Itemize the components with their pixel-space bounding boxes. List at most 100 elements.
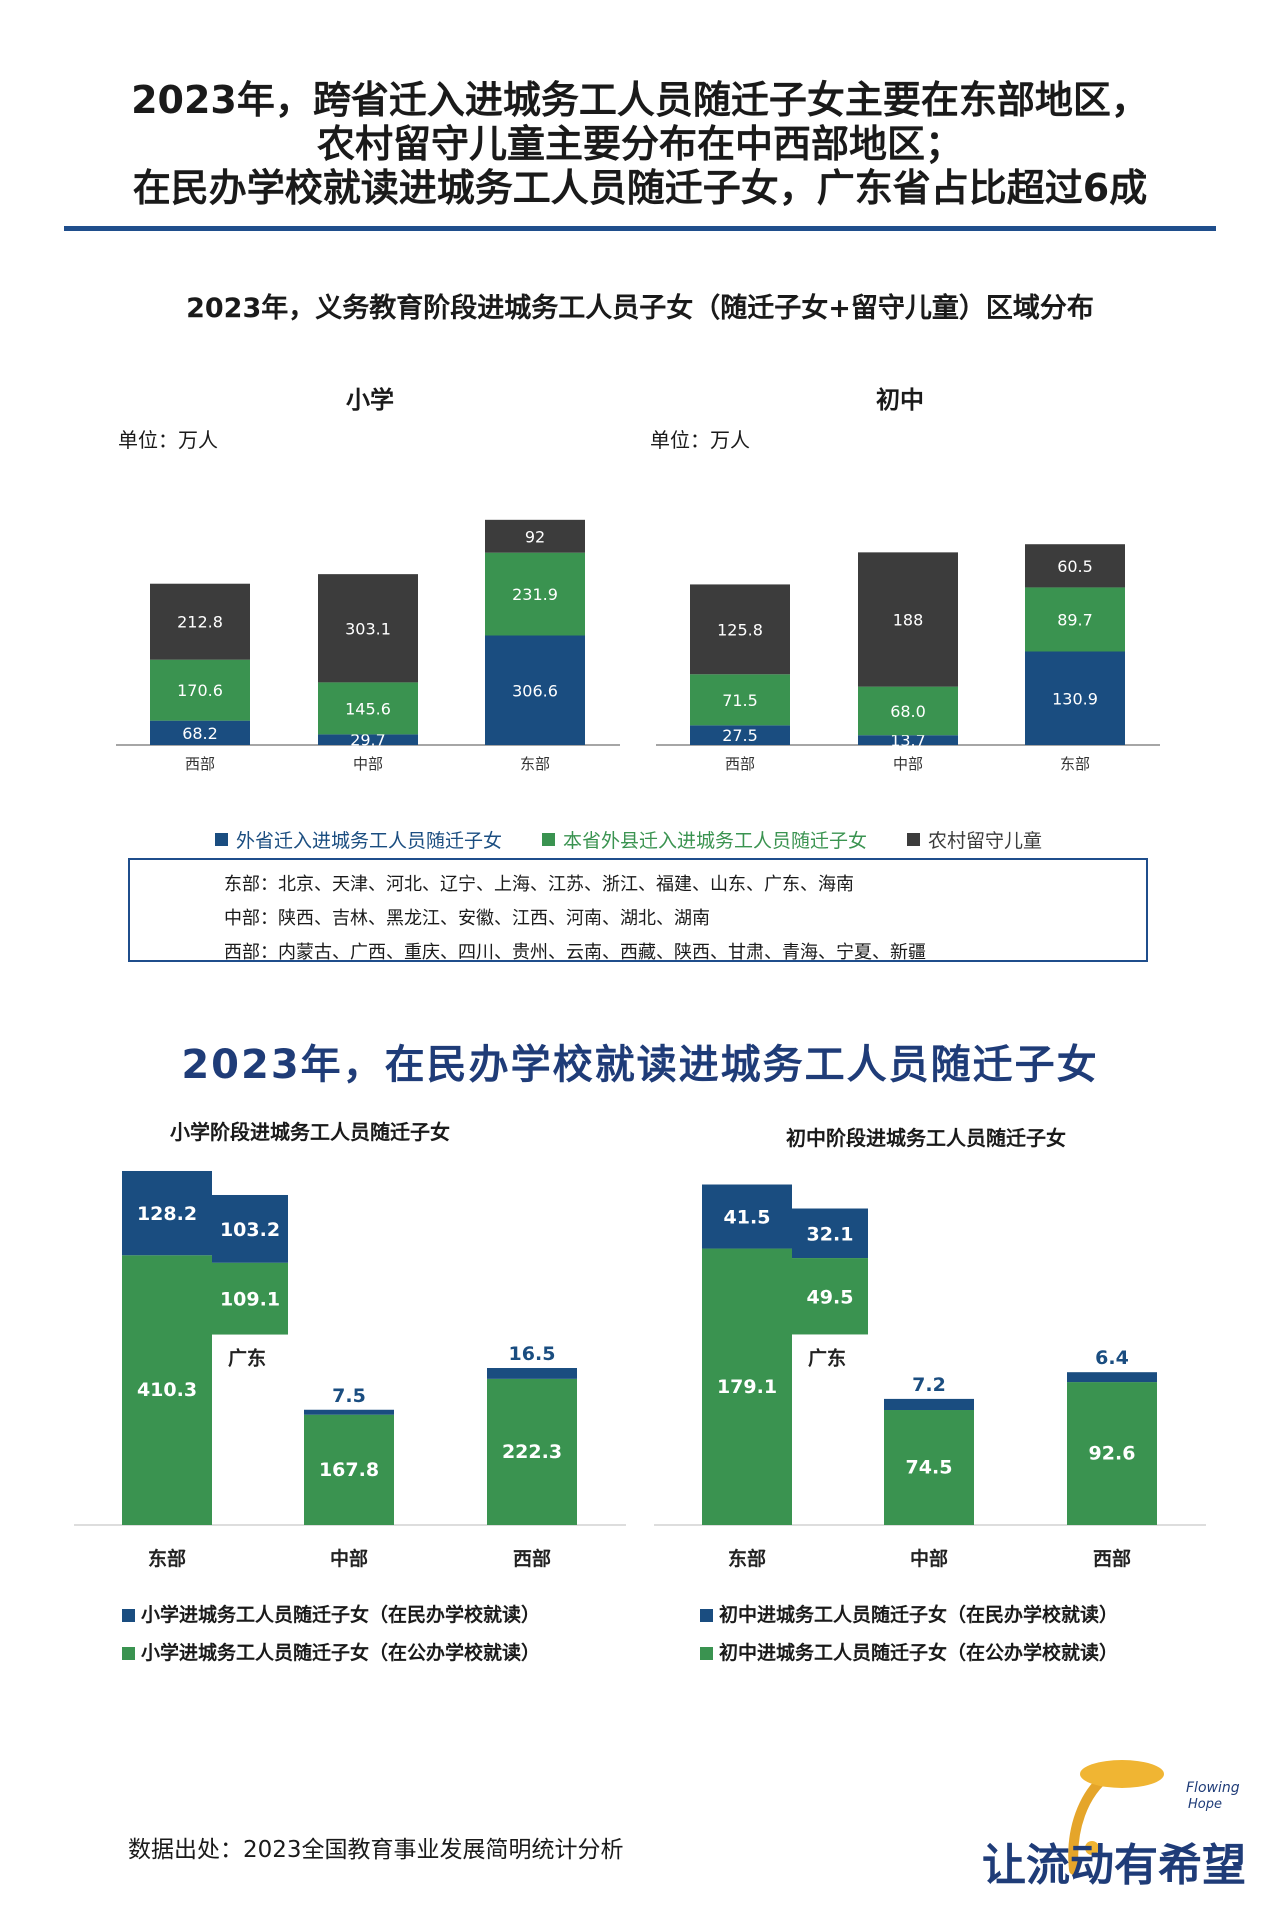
bar-value-label: 60.5	[1057, 557, 1093, 576]
bar-public	[884, 1410, 974, 1525]
chart-middle-title: 初中	[876, 386, 924, 414]
bar-private-label: 16.5	[509, 1343, 556, 1365]
bar-value-label: 188	[893, 611, 924, 630]
bar-public-label: 222.3	[502, 1441, 562, 1463]
bar-public	[122, 1255, 212, 1525]
bar-value-label: 29.7	[350, 731, 386, 750]
bar-segment	[690, 725, 790, 745]
legend-label: 农村留守儿童	[928, 830, 1043, 852]
highlight-public-bar	[212, 1262, 288, 1335]
x-tick-label: 中部	[353, 755, 383, 773]
legend-label: 初中进城务工人员随迁子女（在公办学校就读）	[719, 1642, 1119, 1664]
legend-item-private: 初中进城务工人员随迁子女（在民办学校就读）	[700, 1596, 1118, 1634]
logo-sub-2: Hope	[1188, 1797, 1222, 1812]
x-tick-label: 西部	[725, 755, 755, 773]
section2-title: 2023年，在民办学校就读进城务工人员随迁子女	[181, 1042, 1099, 1088]
bar-segment	[485, 519, 585, 553]
region-east: 东部：北京、天津、河北、辽宁、上海、江苏、浙江、福建、山东、广东、海南	[224, 874, 854, 895]
bar-value-label: 89.7	[1057, 610, 1093, 629]
bar-private-label: 6.4	[1095, 1347, 1129, 1369]
region-central: 中部：陕西、吉林、黑龙江、安徽、江西、河南、湖北、湖南	[224, 908, 710, 929]
chart-middle-unit: 单位：万人	[650, 428, 750, 452]
flowing-hope-logo: Flowing Hope 让流动有希望	[982, 1760, 1246, 1891]
bar-segment	[318, 682, 418, 735]
chart-middle-stacked: 27.5 71.5 125.8 西部 13.7 68.0 188 中部 130.9 89.7 60.…	[656, 544, 1160, 773]
legend-swatch-blue	[215, 833, 228, 846]
bar-public	[487, 1378, 577, 1525]
highlight-private-bar	[792, 1208, 868, 1259]
bar-value-label: 231.9	[512, 585, 558, 604]
x-tick-label: 西部	[513, 1547, 551, 1570]
legend-item-private: 小学进城务工人员随迁子女（在民办学校就读）	[122, 1596, 540, 1634]
legend-item-public: 初中进城务工人员随迁子女（在公办学校就读）	[700, 1634, 1118, 1672]
section1-title: 2023年，义务教育阶段进城务工人员子女（随迁子女+留守儿童）区域分布	[186, 293, 1094, 324]
bar-value-label: 68.2	[182, 724, 218, 743]
highlight-public-label: 109.1	[220, 1289, 280, 1311]
data-source: 数据出处：2023全国教育事业发展简明统计分析	[128, 1837, 624, 1863]
bar-public	[702, 1248, 792, 1525]
x-tick-label: 西部	[185, 755, 215, 773]
highlight-name: 广东	[228, 1347, 266, 1370]
bar-value-label: 306.6	[512, 681, 558, 700]
headline-line-2: 农村留守儿童主要分布在中西部地区；	[316, 122, 963, 166]
bar-private-label: 7.2	[912, 1374, 946, 1396]
bar-segment	[1025, 587, 1125, 652]
x-tick-label: 中部	[893, 755, 923, 773]
legend-swatch-dark	[907, 833, 921, 846]
x-tick-label: 中部	[330, 1547, 368, 1570]
legend-item-left-behind: 农村留守儿童	[907, 826, 1042, 853]
logo-sub: Flowing	[1186, 1780, 1240, 1796]
bar-value-label: 13.7	[890, 731, 926, 750]
bar-public-label: 74.5	[906, 1457, 953, 1479]
legend-item-cross-province: 外省迁入进城务工人员随迁子女	[215, 826, 502, 853]
region-definition-box: 东部：北京、天津、河北、辽宁、上海、江苏、浙江、福建、山东、广东、海南 中部：陕…	[128, 858, 1148, 963]
chart-primary-title: 小学	[346, 386, 394, 414]
x-tick-label: 西部	[1093, 1547, 1131, 1570]
bar-value-label: 303.1	[345, 619, 391, 638]
legend-label: 小学进城务工人员随迁子女（在民办学校就读）	[141, 1604, 541, 1626]
bar-segment	[1025, 651, 1125, 745]
bar-value-label: 92	[525, 527, 545, 546]
bar-public-label: 167.8	[319, 1459, 379, 1481]
bar-public-label: 410.3	[137, 1379, 197, 1401]
bar-segment	[150, 583, 250, 660]
bar-public-label: 92.6	[1089, 1443, 1136, 1465]
x-tick-label: 中部	[910, 1547, 948, 1570]
legend-item-in-province: 本省外县迁入进城务工人员随迁子女	[542, 826, 867, 853]
legend-swatch-green	[542, 833, 556, 846]
bar-private	[702, 1184, 792, 1249]
bar-private	[304, 1409, 394, 1415]
bar-segment	[485, 635, 585, 745]
headline-divider	[64, 226, 1216, 231]
bar-segment	[318, 734, 418, 745]
bar-value-label: 130.9	[1052, 689, 1098, 708]
chart-private-middle-title: 初中阶段进城务工人员随迁子女	[786, 1126, 1066, 1150]
highlight-private-label: 32.1	[807, 1223, 854, 1245]
chart-primary-unit: 单位：万人	[118, 428, 218, 452]
headline: 2023年，跨省迁入进城务工人员随迁子女主要在东部地区， 农村留守儿童主要分布在…	[40, 78, 1240, 210]
x-tick-label: 东部	[728, 1547, 766, 1570]
highlight-name: 广东	[808, 1346, 846, 1369]
bar-value-label: 212.8	[177, 613, 223, 632]
bar-value-label: 170.6	[177, 681, 223, 700]
headline-line-1: 2023年，跨省迁入进城务工人员随迁子女主要在东部地区，	[131, 78, 1149, 122]
chart-primary-stacked: 68.2 170.6 212.8 西部 29.7 145.6 303.1 中部 306.6 231…	[116, 519, 620, 773]
highlight-private-label: 103.2	[220, 1219, 280, 1241]
bar-value-label: 145.6	[345, 699, 391, 718]
bar-private-label: 7.5	[332, 1385, 366, 1407]
bar-segment	[858, 735, 958, 745]
bar-value-label: 68.0	[890, 702, 926, 721]
section1-legend: 外省迁入进城务工人员随迁子女 本省外县迁入进城务工人员随迁子女 农村留守儿童	[215, 826, 1042, 853]
logo-cap	[1080, 1760, 1164, 1788]
bar-segment	[318, 574, 418, 683]
legend-swatch-blue	[700, 1608, 713, 1622]
legend-swatch-green	[700, 1646, 713, 1660]
bar-private-label: 128.2	[137, 1203, 197, 1225]
chart-private-primary-title: 小学阶段进城务工人员随迁子女	[170, 1120, 450, 1144]
bar-segment	[690, 584, 790, 675]
section2-legend-left: 小学进城务工人员随迁子女（在民办学校就读） 小学进城务工人员随迁子女（在公办学校…	[122, 1596, 540, 1672]
bar-public	[304, 1414, 394, 1525]
legend-swatch-green	[122, 1646, 135, 1660]
x-tick-label: 东部	[520, 755, 550, 773]
legend-label: 小学进城务工人员随迁子女（在公办学校就读）	[141, 1642, 541, 1664]
